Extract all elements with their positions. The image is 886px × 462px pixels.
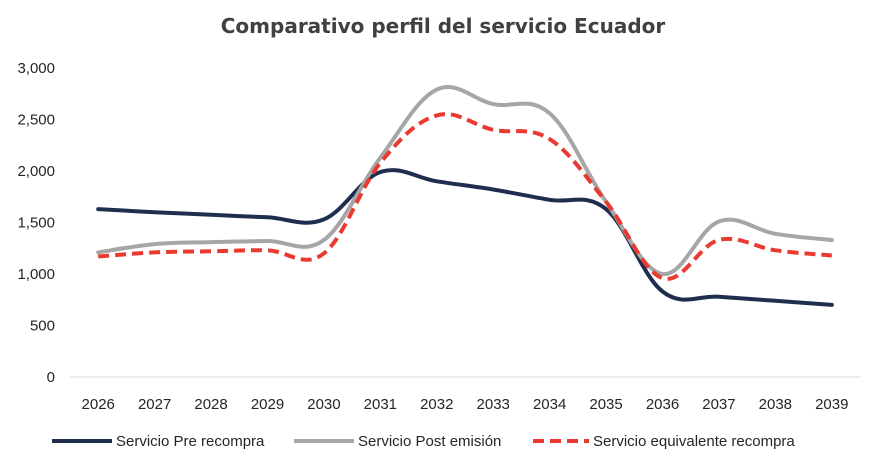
y-tick-label: 500 bbox=[30, 318, 55, 335]
legend-label: Servicio equivalente recompra bbox=[593, 433, 795, 450]
x-axis: 2026 2027 2028 2029 2030 2031 2032 2033 2034 2035… bbox=[82, 396, 849, 413]
x-tick-label: 2030 bbox=[307, 396, 340, 413]
x-tick-label: 2035 bbox=[589, 396, 622, 413]
y-tick-label: 1,000 bbox=[17, 266, 55, 283]
legend-label: Servicio Pre recompra bbox=[116, 433, 265, 450]
legend-label: Servicio Post emisión bbox=[358, 433, 501, 450]
x-tick-label: 2031 bbox=[364, 396, 397, 413]
y-tick-label: 3,000 bbox=[17, 60, 55, 77]
chart-title: Comparativo perfil del servicio Ecuador bbox=[221, 14, 666, 38]
x-tick-label: 2034 bbox=[533, 396, 566, 413]
x-tick-label: 2038 bbox=[759, 396, 792, 413]
series-line-servicio-post-emision bbox=[96, 85, 834, 277]
y-tick-label: 2,500 bbox=[17, 112, 55, 129]
x-tick-label: 2027 bbox=[138, 396, 171, 413]
x-tick-label: 2029 bbox=[251, 396, 284, 413]
x-tick-label: 2028 bbox=[194, 396, 227, 413]
series-layer bbox=[96, 85, 834, 307]
x-tick-label: 2039 bbox=[815, 396, 848, 413]
x-tick-label: 2033 bbox=[477, 396, 510, 413]
y-axis: 0 500 1,000 1,500 2,000 2,500 3,000 bbox=[17, 60, 55, 386]
series-line-servicio-equivalente-recompra bbox=[98, 112, 832, 281]
x-tick-label: 2032 bbox=[420, 396, 453, 413]
legend: Servicio Pre recompra Servicio Post emisi… bbox=[52, 433, 795, 450]
series-line-servicio-pre-recompra bbox=[96, 168, 834, 307]
y-tick-label: 0 bbox=[47, 369, 55, 386]
x-tick-label: 2037 bbox=[702, 396, 735, 413]
x-tick-label: 2026 bbox=[82, 396, 115, 413]
y-tick-label: 1,500 bbox=[17, 215, 55, 232]
y-tick-label: 2,000 bbox=[17, 163, 55, 180]
x-tick-label: 2036 bbox=[646, 396, 679, 413]
